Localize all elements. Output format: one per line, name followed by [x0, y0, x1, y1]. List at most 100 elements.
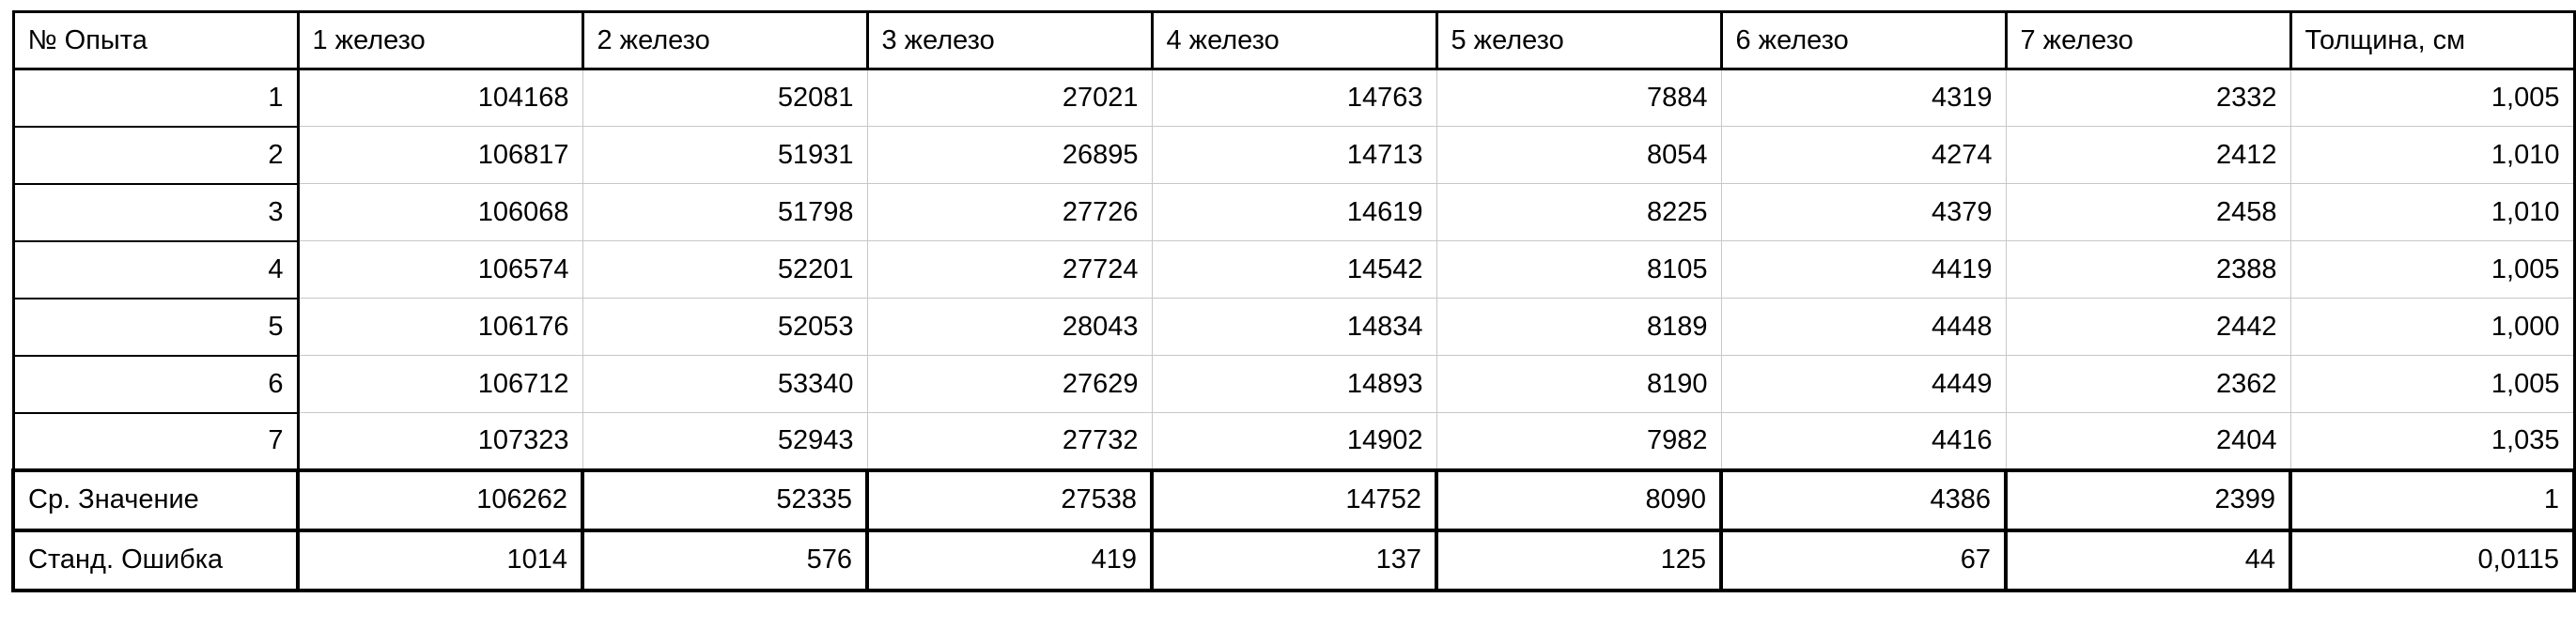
table-row: 3 106068 51798 27726 14619 8225 4379 245… — [11, 182, 2576, 242]
table-cell[interactable]: 2458 — [2005, 183, 2291, 241]
table-cell[interactable]: 104168 — [296, 69, 583, 127]
table-cell[interactable]: 7 — [11, 411, 300, 471]
table-cell[interactable]: 4379 — [1720, 183, 2007, 241]
table-cell[interactable]: 106176 — [296, 298, 583, 356]
table-cell[interactable]: 107323 — [296, 412, 583, 470]
table-cell[interactable]: 27732 — [866, 412, 1153, 470]
table-cell[interactable]: 2388 — [2005, 240, 2291, 299]
table-cell[interactable]: 27021 — [866, 69, 1153, 127]
table-cell[interactable]: 2332 — [2005, 69, 2291, 127]
table-cell[interactable]: 1,010 — [2289, 126, 2576, 184]
header-cell-iron-4[interactable]: 4 железо — [1150, 10, 1438, 70]
header-cell-experiment-number[interactable]: № Опыта — [11, 10, 300, 70]
table-cell[interactable]: 14834 — [1151, 298, 1437, 356]
header-cell-iron-6[interactable]: 6 железо — [1719, 10, 2008, 70]
table-cell[interactable]: 28043 — [866, 298, 1153, 356]
summary-cell[interactable]: 137 — [1150, 528, 1438, 592]
table-cell[interactable]: 106068 — [296, 183, 583, 241]
summary-cell[interactable]: 1014 — [296, 528, 584, 592]
table-cell[interactable]: 1,005 — [2289, 355, 2576, 413]
table-cell[interactable]: 4419 — [1720, 240, 2007, 299]
table-cell[interactable]: 4449 — [1720, 355, 2007, 413]
table-cell[interactable]: 2362 — [2005, 355, 2291, 413]
table-cell[interactable]: 4448 — [1720, 298, 2007, 356]
table-cell[interactable]: 27726 — [866, 183, 1153, 241]
table-cell[interactable]: 14619 — [1151, 183, 1437, 241]
table-cell[interactable]: 8054 — [1435, 126, 1722, 184]
table-cell[interactable]: 3 — [11, 182, 300, 242]
summary-cell[interactable]: 8090 — [1435, 468, 1723, 532]
summary-cell[interactable]: 576 — [581, 528, 869, 592]
table-cell[interactable]: 1,005 — [2289, 240, 2576, 299]
table-cell[interactable]: 4274 — [1720, 126, 2007, 184]
table-cell[interactable]: 2412 — [2005, 126, 2291, 184]
table-cell[interactable]: 52201 — [582, 240, 868, 299]
summary-label-std-error[interactable]: Станд. Ошибка — [11, 528, 300, 592]
header-cell-thickness[interactable]: Толщина, см — [2289, 10, 2576, 70]
table-cell[interactable]: 27629 — [866, 355, 1153, 413]
table-cell[interactable]: 14713 — [1151, 126, 1437, 184]
table-cell[interactable]: 14902 — [1151, 412, 1437, 470]
summary-cell[interactable]: 67 — [1719, 528, 2008, 592]
summary-cell[interactable]: 0,0115 — [2289, 528, 2576, 592]
table-row: 1 104168 52081 27021 14763 7884 4319 233… — [11, 68, 2576, 128]
header-cell-iron-2[interactable]: 2 железо — [581, 10, 869, 70]
table-cell[interactable]: 7884 — [1435, 69, 1722, 127]
table-cell[interactable]: 14893 — [1151, 355, 1437, 413]
table-cell[interactable]: 8105 — [1435, 240, 1722, 299]
table-cell[interactable]: 1,000 — [2289, 298, 2576, 356]
summary-cell[interactable]: 125 — [1435, 528, 1723, 592]
summary-row-std-error: Станд. Ошибка 1014 576 419 137 125 67 44… — [11, 528, 2576, 592]
table-cell[interactable]: 4319 — [1720, 69, 2007, 127]
header-cell-iron-3[interactable]: 3 железо — [865, 10, 1154, 70]
table-cell[interactable]: 1,010 — [2289, 183, 2576, 241]
table-cell[interactable]: 7982 — [1435, 412, 1722, 470]
table-row: 7 107323 52943 27732 14902 7982 4416 240… — [11, 411, 2576, 471]
header-cell-iron-1[interactable]: 1 железо — [296, 10, 584, 70]
table-cell[interactable]: 26895 — [866, 126, 1153, 184]
table-cell[interactable]: 106574 — [296, 240, 583, 299]
table-cell[interactable]: 2 — [11, 125, 300, 185]
summary-label-mean[interactable]: Ср. Значение — [11, 468, 300, 532]
table-cell[interactable]: 52053 — [582, 298, 868, 356]
table-row: 6 106712 53340 27629 14893 8190 4449 236… — [11, 354, 2576, 414]
table-cell[interactable]: 52081 — [582, 69, 868, 127]
table-cell[interactable]: 53340 — [582, 355, 868, 413]
table-row: 5 106176 52053 28043 14834 8189 4448 244… — [11, 297, 2576, 357]
summary-cell[interactable]: 52335 — [581, 468, 869, 532]
table-cell[interactable]: 2404 — [2005, 412, 2291, 470]
table-row: 4 106574 52201 27724 14542 8105 4419 238… — [11, 239, 2576, 299]
table-cell[interactable]: 52943 — [582, 412, 868, 470]
table-cell[interactable]: 106817 — [296, 126, 583, 184]
table-cell[interactable]: 27724 — [866, 240, 1153, 299]
table-cell[interactable]: 106712 — [296, 355, 583, 413]
table-cell[interactable]: 14542 — [1151, 240, 1437, 299]
table-cell[interactable]: 5 — [11, 297, 300, 357]
table-cell[interactable]: 51931 — [582, 126, 868, 184]
header-cell-iron-5[interactable]: 5 железо — [1435, 10, 1723, 70]
table-cell[interactable]: 8225 — [1435, 183, 1722, 241]
summary-cell[interactable]: 419 — [865, 528, 1154, 592]
summary-row-mean: Ср. Значение 106262 52335 27538 14752 80… — [11, 468, 2576, 532]
table-cell[interactable]: 1,005 — [2289, 69, 2576, 127]
table-cell[interactable]: 2442 — [2005, 298, 2291, 356]
table-cell[interactable]: 14763 — [1151, 69, 1437, 127]
results-table: № Опыта 1 железо 2 железо 3 железо 4 жел… — [11, 10, 2576, 592]
summary-cell[interactable]: 2399 — [2004, 468, 2292, 532]
header-row: № Опыта 1 железо 2 железо 3 железо 4 жел… — [11, 10, 2576, 70]
summary-cell[interactable]: 14752 — [1150, 468, 1438, 532]
table-cell[interactable]: 6 — [11, 354, 300, 414]
table-cell[interactable]: 1 — [11, 68, 300, 128]
table-cell[interactable]: 4 — [11, 239, 300, 299]
header-cell-iron-7[interactable]: 7 железо — [2004, 10, 2292, 70]
table-cell[interactable]: 8189 — [1435, 298, 1722, 356]
table-cell[interactable]: 8190 — [1435, 355, 1722, 413]
summary-cell[interactable]: 27538 — [865, 468, 1154, 532]
summary-cell[interactable]: 106262 — [296, 468, 584, 532]
summary-cell[interactable]: 44 — [2004, 528, 2292, 592]
summary-cell[interactable]: 1 — [2289, 468, 2576, 532]
table-cell[interactable]: 51798 — [582, 183, 868, 241]
table-cell[interactable]: 4416 — [1720, 412, 2007, 470]
table-cell[interactable]: 1,035 — [2289, 412, 2576, 470]
summary-cell[interactable]: 4386 — [1719, 468, 2008, 532]
